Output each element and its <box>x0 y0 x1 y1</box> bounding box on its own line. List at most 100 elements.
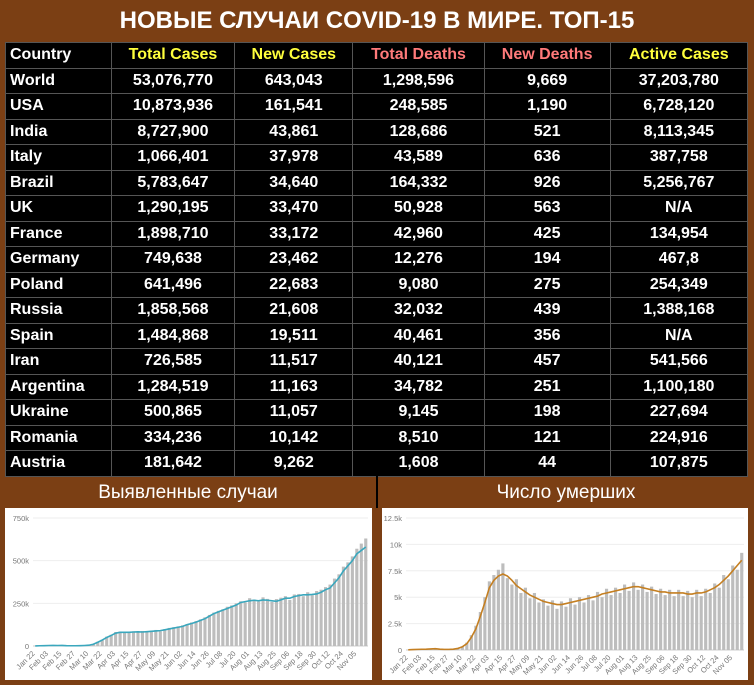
bar <box>613 587 618 650</box>
bar <box>604 588 609 650</box>
cell: N/A <box>609 195 749 222</box>
cell: 43,589 <box>352 144 485 171</box>
bar <box>591 600 595 650</box>
cell: Ukraine <box>5 399 112 426</box>
bar <box>315 591 319 646</box>
cell: 541,566 <box>609 348 749 375</box>
cell: 1,100,180 <box>609 373 749 400</box>
cell: 161,541 <box>234 93 354 120</box>
row: USA 10,873,936 161,541 248,585 1,190 6,728,12… <box>5 93 749 120</box>
cell: 521 <box>483 118 611 145</box>
row: France 1,898,710 33,172 42,960 425 134,954 <box>5 220 749 247</box>
bar <box>677 589 681 650</box>
cell: N/A <box>609 322 749 349</box>
bar <box>564 606 568 650</box>
y-tick-label: 2.5k <box>388 620 402 629</box>
bar <box>523 587 528 650</box>
cell: 5,783,647 <box>110 169 236 196</box>
cell: 275 <box>483 271 611 298</box>
bar <box>337 574 341 646</box>
bar <box>663 595 667 650</box>
bar <box>163 629 167 646</box>
bar <box>541 599 546 650</box>
bar <box>105 636 109 646</box>
cell: 1,608 <box>352 450 485 477</box>
bar <box>324 587 328 646</box>
cell: 37,978 <box>234 144 354 171</box>
chart-title: Выявленные случаи <box>98 482 278 503</box>
cell: 10,142 <box>234 424 354 451</box>
row: Ukraine 500,865 11,057 9,145 198 227,694 <box>5 399 749 426</box>
bar <box>207 614 211 646</box>
y-tick-label: 12.5k <box>384 514 403 523</box>
bar <box>158 631 162 646</box>
bar <box>239 601 243 646</box>
cell: 34,782 <box>352 373 485 400</box>
bar <box>501 563 505 650</box>
cell: UK <box>5 195 112 222</box>
bar <box>149 630 153 646</box>
bar <box>632 582 636 650</box>
cell: 22,683 <box>234 271 354 298</box>
cell: 40,461 <box>352 322 485 349</box>
cell: Romania <box>5 424 112 451</box>
bar <box>627 590 631 650</box>
cell: 44 <box>483 450 611 477</box>
y-tick-label: 500k <box>13 557 30 566</box>
bar <box>100 639 104 646</box>
row: Russia 1,858,568 21,608 32,032 439 1,388,168 <box>5 297 749 324</box>
trend-line <box>35 546 367 647</box>
cell: Germany <box>5 246 112 273</box>
cell: 42,960 <box>352 220 485 247</box>
cell: 23,462 <box>234 246 354 273</box>
cell: 9,669 <box>483 67 611 94</box>
cell: 53,076,770 <box>110 67 236 94</box>
bar <box>672 596 676 650</box>
row: Argentina 1,284,519 11,163 34,782 251 1,100,1… <box>5 373 749 400</box>
bar <box>699 596 703 650</box>
row: Spain 1,484,868 19,511 40,461 356 N/A <box>5 322 749 349</box>
bar <box>252 599 256 646</box>
bar <box>478 611 482 650</box>
bar <box>167 627 171 646</box>
bar <box>577 597 582 650</box>
cell: 8,510 <box>352 424 485 451</box>
bar <box>717 587 721 650</box>
row: Romania 334,236 10,142 8,510 121 224,916 <box>5 424 749 451</box>
cell: 198 <box>483 399 611 426</box>
cell: 467,8 <box>609 246 749 273</box>
table: Country Total Cases New Cases Total Deaths N… <box>5 42 749 477</box>
cell: 1,290,195 <box>110 195 236 222</box>
bar <box>659 588 663 650</box>
bar <box>297 593 301 646</box>
cell: 1,858,568 <box>110 297 236 324</box>
cell: 500,865 <box>110 399 236 426</box>
cell: Russia <box>5 297 112 324</box>
bar <box>618 592 622 650</box>
row: World 53,076,770 643,043 1,298,596 9,669 37,2… <box>5 67 749 94</box>
cell: 32,032 <box>352 297 485 324</box>
bar <box>708 592 712 650</box>
cell: 439 <box>483 297 611 324</box>
bar <box>474 625 478 650</box>
bar <box>230 605 234 646</box>
row: Brazil 5,783,647 34,640 164,332 926 5,256,767 <box>5 169 749 196</box>
bar <box>609 595 613 650</box>
bar <box>532 592 537 650</box>
row: Austria 181,642 9,262 1,608 44 107,875 <box>5 450 749 477</box>
bar <box>686 590 690 650</box>
cell: 563 <box>483 195 611 222</box>
header-cell: Country <box>5 42 112 69</box>
bar <box>595 591 600 650</box>
bar <box>310 595 314 646</box>
bar <box>359 543 363 646</box>
bar <box>483 597 487 650</box>
bar <box>514 579 518 650</box>
bar <box>492 575 496 650</box>
cell: 1,388,168 <box>609 297 749 324</box>
bar <box>216 610 220 646</box>
cell: 50,928 <box>352 195 485 222</box>
cell: Brazil <box>5 169 112 196</box>
